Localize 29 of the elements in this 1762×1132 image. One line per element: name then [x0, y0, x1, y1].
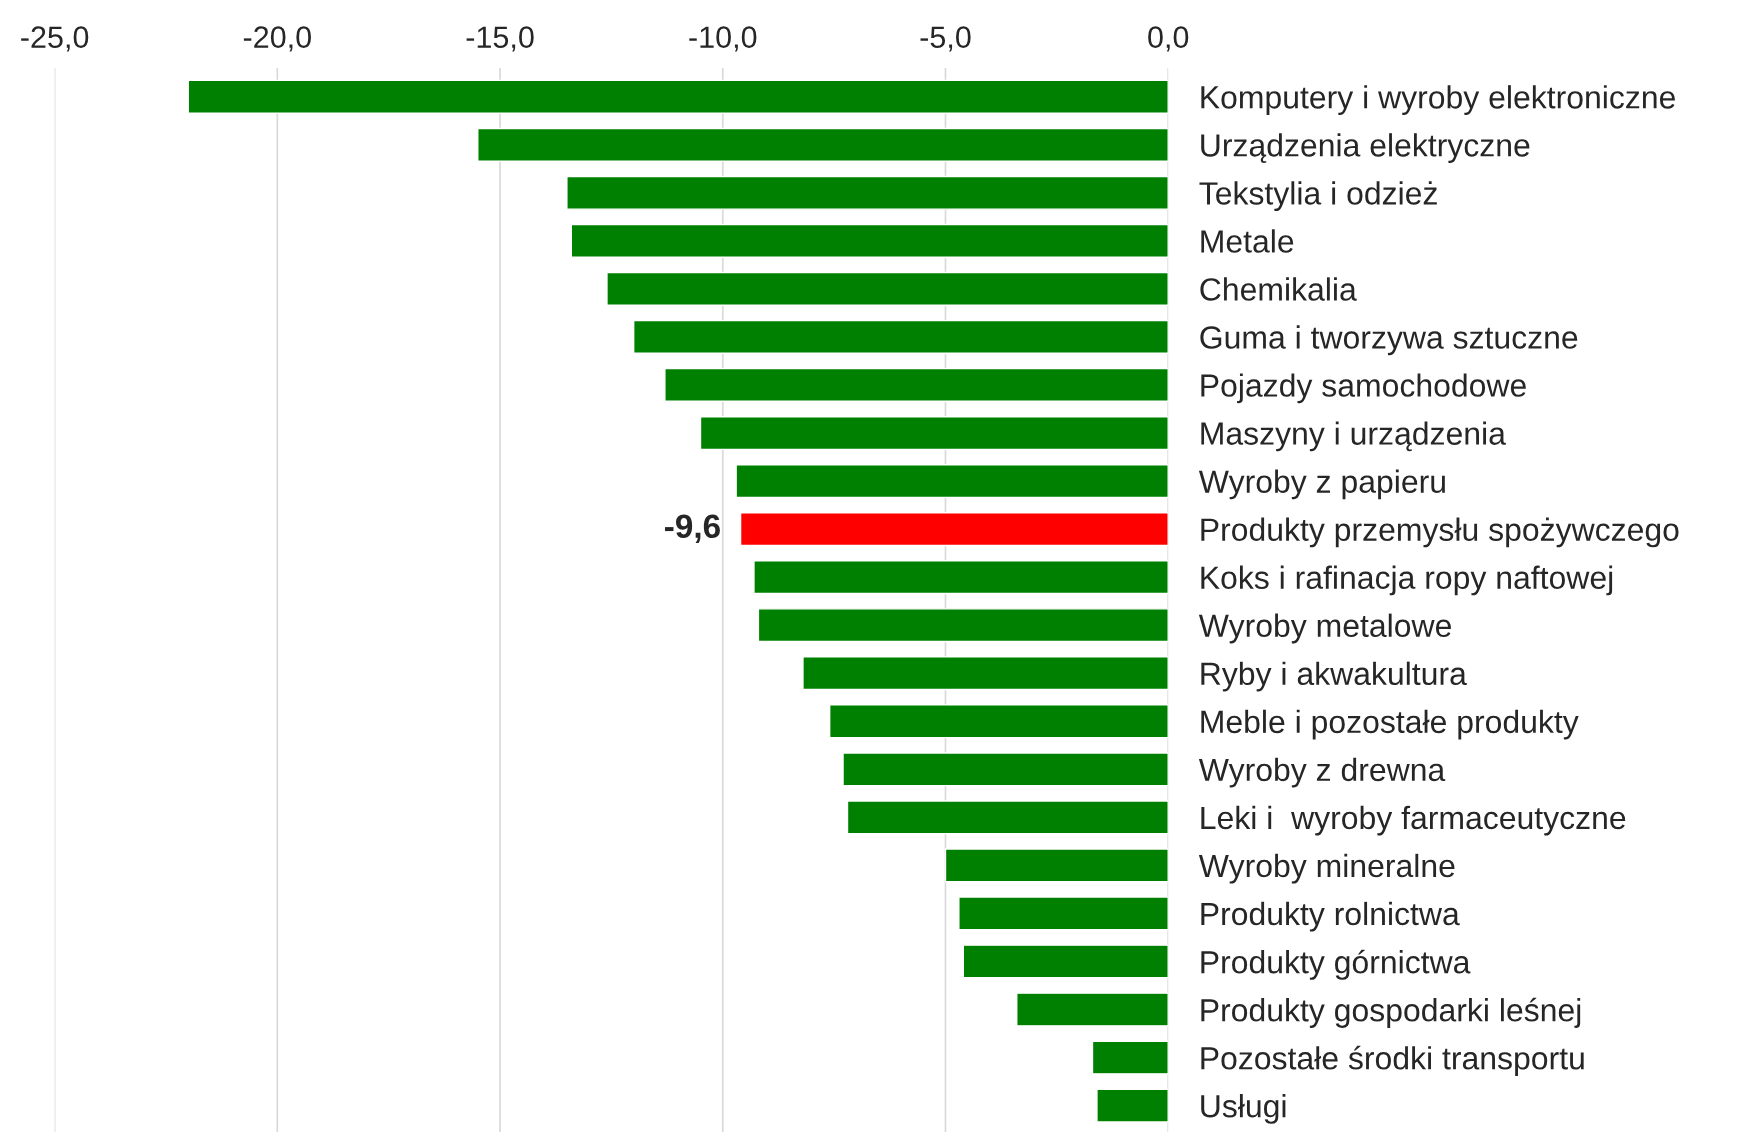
y-tick-label: Wyroby metalowe — [1198, 613, 1451, 644]
y-tick-label: Metale — [1201, 229, 1294, 253]
y-tick-label: Chemikalia — [1200, 277, 1357, 301]
x-tick-label: -10,0 — [689, 26, 757, 52]
y-tick-label: Produkty gospodarki leśnej — [1201, 997, 1581, 1028]
x-tick-label: -15,0 — [466, 26, 534, 52]
y-tick-label: Urządzenia elektryczne — [1201, 133, 1530, 164]
data-label: -9,6 — [665, 514, 720, 543]
y-tick-label: Meble i pozostałe produkty — [1201, 709, 1579, 740]
y-tick-label: Guma i tworzywa sztuczne — [1200, 325, 1578, 356]
y-tick-label: Pojazdy samochodowe — [1201, 373, 1526, 404]
x-tick-label: -25,0 — [21, 26, 89, 52]
y-tick-label: Pozostałe środki transportu — [1201, 1045, 1584, 1076]
y-tick-label: Maszyny i urządzenia — [1201, 421, 1506, 452]
y-tick-label: Produkty rolnictwa — [1201, 901, 1460, 932]
x-tick-label: 0,0 — [1148, 26, 1189, 52]
y-tick-label: Ryby i akwakultura — [1201, 661, 1467, 692]
y-tick-label: Wyroby mineralne — [1198, 853, 1455, 884]
y-tick-label: Produkty górnictwa — [1201, 949, 1471, 980]
y-tick-label: Komputery i wyroby elektroniczne — [1201, 85, 1675, 115]
y-tick-label: Usługi — [1201, 1094, 1286, 1124]
y-tick-label: Wyroby z papieru — [1198, 469, 1445, 500]
y-tick-label: Koks i rafinacja ropy naftowej — [1201, 565, 1613, 596]
y-tick-label: Tekstylia i odzież — [1199, 181, 1437, 212]
y-tick-label: Produkty przemysłu spożywczego — [1201, 517, 1679, 548]
x-tick-label: -20,0 — [243, 26, 311, 52]
x-tick-label: -5,0 — [920, 26, 971, 52]
y-tick-label: Leki i wyroby farmaceutyczne — [1201, 805, 1626, 836]
y-tick-label: Wyroby z drewna — [1198, 757, 1446, 788]
